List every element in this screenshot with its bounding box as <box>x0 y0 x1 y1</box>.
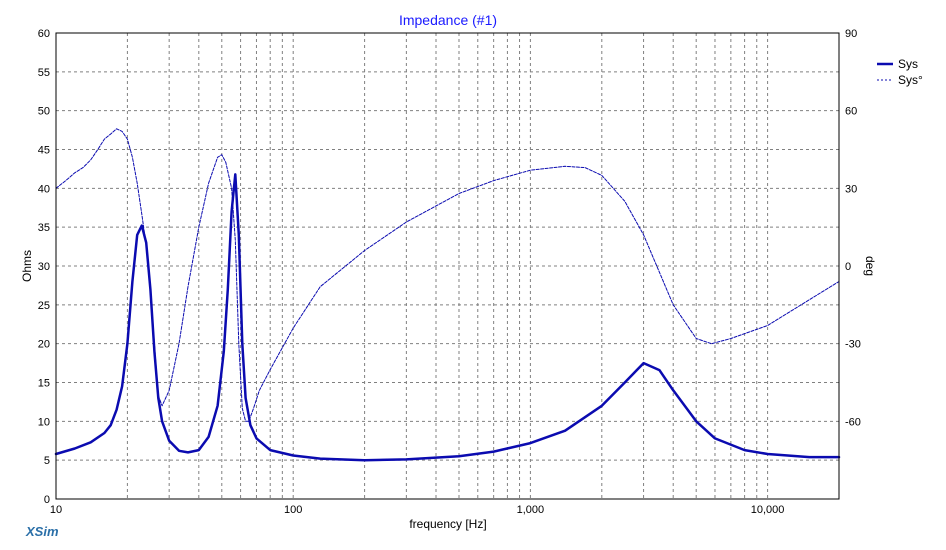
x-tick-label: 10,000 <box>751 504 785 516</box>
x-axis-label: frequency [Hz] <box>409 517 486 531</box>
y-axis-label: Ohms <box>20 250 34 282</box>
y-tick-label: 35 <box>38 222 50 234</box>
legend-label-sys-phase: Sys° <box>898 73 923 87</box>
y2-tick-label: 90 <box>845 28 857 40</box>
plot-series <box>54 128 841 462</box>
y-tick-label: 60 <box>38 28 50 40</box>
y-tick-label: 50 <box>38 106 50 118</box>
y-tick-label: 20 <box>38 339 50 351</box>
series-line-sys-phase <box>55 128 840 422</box>
chart-title: Impedance (#1) <box>399 12 497 28</box>
grid <box>56 33 839 499</box>
y-tick-label: 45 <box>38 145 50 157</box>
y2-tick-label: -60 <box>845 416 861 428</box>
y-tick-label: 10 <box>38 416 50 428</box>
legend: Sys Sys° <box>877 57 923 87</box>
y-tick-label: 15 <box>38 378 50 390</box>
tick-labels: 0 5 10 15 20 25 30 35 40 45 50 55 60 -60 -30 0 30 60 90 10 1… <box>38 28 861 516</box>
x-tick-label: 10 <box>50 504 62 516</box>
xsim-logo: XSim <box>25 524 59 539</box>
y-tick-label: 5 <box>44 455 50 467</box>
y-tick-label: 25 <box>38 300 50 312</box>
y2-tick-label: 30 <box>845 183 857 195</box>
y-tick-label: 30 <box>38 261 50 273</box>
series-line-sys <box>54 173 841 462</box>
legend-label-sys: Sys <box>898 57 918 71</box>
plot-frame <box>55 32 840 500</box>
y-tick-label: 55 <box>38 67 50 79</box>
y-tick-label: 0 <box>44 494 50 506</box>
y2-tick-label: 60 <box>845 106 857 118</box>
y-tick-label: 40 <box>38 183 50 195</box>
x-tick-label: 100 <box>284 504 302 516</box>
y2-tick-label: -30 <box>845 339 861 351</box>
y2-tick-label: 0 <box>845 261 851 273</box>
y2-axis-label: deg <box>863 256 877 276</box>
x-tick-label: 1,000 <box>517 504 545 516</box>
